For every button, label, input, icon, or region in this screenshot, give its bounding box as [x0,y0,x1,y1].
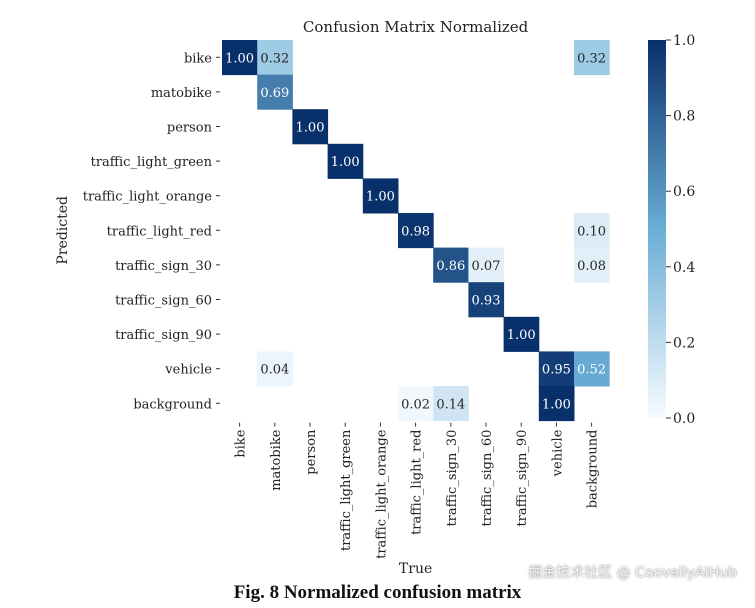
y-tick-label: bike [184,51,212,66]
cell-value-label: 0.02 [401,397,430,412]
cell-value-label: 1.00 [331,155,360,170]
colorbar-tick-label: 0.2 [673,335,695,351]
x-tick-label: person [304,429,319,475]
cell-value-label: 0.52 [577,363,606,378]
x-tick-label: bike [234,429,249,457]
heatmap-cell [574,213,610,249]
cell-value-label: 0.32 [577,51,606,66]
heatmap-cell [468,247,505,283]
heatmap-cell [433,386,469,422]
y-tick-label: traffic_sign_60 [115,294,212,309]
x-tick-label: traffic_light_orange [374,429,389,559]
heatmap-cell [257,40,293,76]
y-tick-label: traffic_light_orange [83,190,213,205]
cell-value-label: 0.93 [472,294,501,309]
x-tick-label: vehicle [550,429,565,477]
y-tick-label: traffic_sign_30 [115,259,212,274]
cell-value-label: 0.10 [577,224,606,239]
x-tick-label: traffic_light_red [410,430,425,535]
heatmap-cell [574,247,610,283]
y-tick-label: traffic_light_red [107,224,212,239]
heatmap-cell [362,178,399,214]
heatmap-cell [292,109,329,145]
cell-value-label: 1.00 [507,328,536,343]
x-axis-label: True [399,561,432,577]
heatmap-cell [222,40,258,76]
x-tick-label: background [586,430,601,509]
cell-value-label: 1.00 [366,190,395,205]
x-tick-label: traffic_sign_60 [480,430,495,527]
heatmap-cell [574,40,610,76]
cell-value-label: 0.04 [260,363,289,378]
y-tick-label: vehicle [164,363,212,378]
cell-value-label: 1.00 [542,397,571,412]
chart-title: Confusion Matrix Normalized [303,18,529,36]
colorbar [648,40,666,418]
heatmap-cell [503,316,540,352]
cell-value-label: 0.14 [436,397,465,412]
heatmap-cell [327,143,364,179]
heatmap-cell [257,351,293,387]
cell-value-label: 0.08 [577,259,606,274]
figure-caption: Fig. 8 Normalized confusion matrix [233,582,522,603]
heatmap-cell [433,247,469,283]
cell-value-label: 0.95 [542,363,571,378]
heatmap-cell [538,386,575,422]
cell-value-label: 0.07 [472,259,501,274]
colorbar-tick-label: 0.8 [673,109,695,125]
heatmap-cell [468,282,505,318]
y-tick-label: matobike [151,86,212,101]
cell-value-label: 0.69 [260,86,289,101]
heatmap-cell [257,74,293,110]
y-tick-label: traffic_sign_90 [115,328,212,343]
heatmap-cell [574,351,610,387]
x-tick-label: traffic_sign_90 [515,430,530,527]
heatmap-cell [398,386,434,422]
cell-value-label: 0.98 [401,224,430,239]
cell-value-label: 0.86 [436,259,465,274]
heatmap-cell [538,351,575,387]
x-tick-label: traffic_sign_30 [445,430,460,527]
colorbar-tick-label: 0.6 [673,184,695,200]
x-tick-label: traffic_light_green [339,429,354,551]
watermark: 掘金技术社区 @ CoovallyAIHub [528,565,737,581]
y-axis-label: Predicted [55,196,71,265]
y-tick-label: background [133,397,212,412]
cell-value-label: 0.32 [260,51,289,66]
heatmap-cell [398,213,434,249]
cell-value-label: 1.00 [225,51,254,66]
colorbar-tick-label: 0.4 [673,260,695,276]
x-tick-label: matobike [269,429,284,490]
colorbar-tick-label: 0.0 [673,411,695,427]
y-tick-label: person [167,121,213,136]
colorbar-tick-label: 1.0 [673,33,695,49]
y-tick-label: traffic_light_green [91,155,213,170]
cell-value-label: 1.00 [296,121,325,136]
